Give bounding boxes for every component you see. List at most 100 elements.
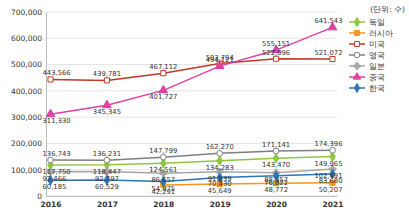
y-tick-label: 600,000	[11, 34, 42, 43]
data-label: 136,743	[43, 150, 71, 158]
x-tick: 2020	[266, 196, 287, 209]
data-label: 92,797	[95, 175, 119, 183]
data-label: 60,185	[43, 183, 67, 191]
x-tick-label: 2016	[41, 200, 62, 209]
legend-label: 미국	[369, 40, 385, 49]
chart: 0100,000200,000300,000400,000500,000600,…	[0, 0, 409, 214]
y-tick-label: 300,000	[11, 113, 42, 122]
legend-marker	[355, 31, 360, 36]
series-marker	[46, 109, 55, 116]
x-tick-label: 2019	[210, 200, 231, 209]
x-tick: 2019	[210, 196, 231, 209]
y-tick: 200,000	[11, 139, 46, 148]
data-label: 48,772	[264, 186, 288, 194]
data-labels: 117,750118,447124,561134,283143,470149,9…	[43, 17, 343, 196]
y-tick-label: 200,000	[11, 139, 42, 148]
data-label: 70,430	[208, 180, 232, 188]
x-tick-label: 2020	[266, 200, 287, 209]
x-axis: 2016 2017 2018 2019 2020 2021	[41, 196, 344, 209]
series-marker	[161, 71, 166, 76]
y-tick-label: 400,000	[11, 87, 42, 96]
data-label: 467,112	[149, 63, 177, 71]
data-label: 54,975	[151, 185, 175, 193]
legend-marker	[354, 83, 359, 92]
data-label: 60,529	[95, 183, 119, 191]
grid-line	[46, 196, 337, 197]
grid-line	[46, 64, 337, 65]
data-label: 162,270	[206, 143, 234, 151]
data-label: 76,822	[264, 179, 288, 187]
data-label: 147,799	[149, 147, 177, 155]
data-label: 174,396	[314, 140, 342, 148]
data-label: 443,566	[43, 69, 71, 77]
legend-item: 러시아	[349, 29, 393, 38]
legend-item: 영국	[349, 51, 385, 60]
legend-label: 독일	[369, 18, 385, 27]
data-label: 522,096	[262, 49, 290, 57]
y-tick-label: 500,000	[11, 60, 42, 69]
legend-label: 러시아	[369, 29, 393, 38]
legend-marker	[354, 52, 360, 58]
y-tick: 600,000	[11, 34, 46, 43]
data-label: 439,781	[93, 70, 121, 78]
x-tick-label: 2021	[323, 200, 344, 209]
grid-line	[46, 90, 337, 91]
series-marker	[103, 100, 112, 107]
data-label: 555,151	[262, 40, 290, 48]
data-label: 143,470	[262, 161, 290, 169]
data-label: 149,965	[314, 160, 342, 168]
x-tick: 2018	[153, 196, 174, 209]
series-marker	[48, 77, 53, 82]
data-label: 86,657	[151, 176, 175, 184]
y-tick: 700,000	[11, 8, 46, 17]
grid-line	[46, 117, 337, 118]
x-tick: 2016	[41, 196, 62, 209]
data-label: 521,072	[314, 49, 342, 57]
series-marker	[159, 85, 168, 92]
x-tick-label: 2018	[153, 200, 174, 209]
y-tick-label: 700,000	[11, 8, 42, 17]
unit-label: (단위: 수)	[370, 5, 405, 14]
x-axis-line	[47, 196, 338, 197]
data-label: 124,561	[149, 166, 177, 174]
series-line	[51, 27, 333, 114]
x-tick: 2017	[97, 196, 118, 209]
grid-line	[46, 169, 337, 170]
plot: 0100,000200,000300,000400,000500,000600,…	[11, 8, 343, 209]
data-label: 311,330	[43, 117, 71, 125]
legend-item: 일본	[349, 62, 385, 71]
legend-item: 중국	[349, 73, 385, 82]
series-marker	[330, 56, 335, 61]
data-label: 171,141	[262, 141, 290, 149]
legend-marker	[354, 63, 361, 70]
data-label: 641,543	[314, 17, 342, 25]
y-tick: 100,000	[11, 166, 46, 175]
data-label: 345,345	[93, 108, 121, 116]
data-label: 134,283	[206, 164, 234, 172]
legend-item: 한국	[349, 83, 385, 93]
grid-line	[46, 38, 337, 39]
y-tick-label: 100,000	[11, 166, 42, 175]
grid	[46, 12, 337, 196]
legend-marker	[355, 42, 360, 47]
x-tick-label: 2017	[97, 200, 118, 209]
legend-marker	[354, 17, 359, 26]
data-label: 50,207	[319, 186, 343, 194]
series-line	[51, 59, 333, 81]
x-tick: 2021	[323, 196, 344, 209]
y-axis: 0100,000200,000300,000400,000500,000600,…	[11, 8, 47, 201]
legend-label: 영국	[369, 51, 385, 60]
series-line	[51, 150, 333, 160]
y-tick: 500,000	[11, 60, 46, 69]
series-group	[46, 22, 337, 187]
data-label: 401,727	[149, 93, 177, 101]
legend: 독일러시아미국영국일본중국한국	[349, 17, 393, 93]
series-marker	[104, 78, 109, 83]
legend-item: 미국	[349, 40, 385, 49]
legend-label: 한국	[369, 84, 385, 93]
data-label: 83,680	[319, 177, 343, 185]
series-marker	[274, 56, 279, 61]
y-tick: 400,000	[11, 87, 46, 96]
legend-label: 일본	[369, 62, 385, 71]
series-line	[163, 183, 332, 185]
